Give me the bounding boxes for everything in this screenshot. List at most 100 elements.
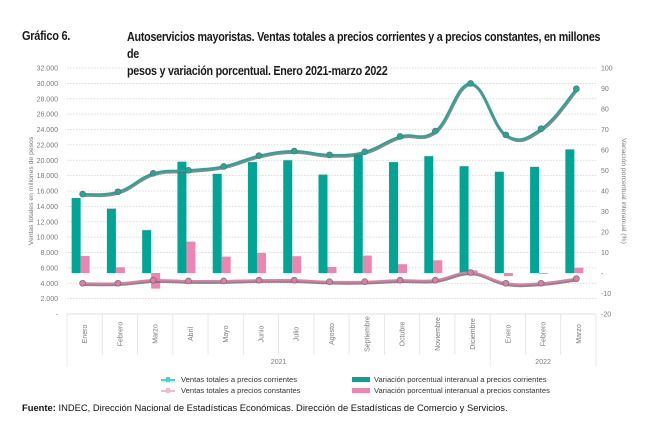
bar-variacion-corrientes bbox=[318, 174, 328, 273]
legend-swatch-constantes-bar bbox=[352, 388, 370, 393]
x-tick-label: Julio bbox=[294, 327, 301, 342]
line-ventas-constantes-point bbox=[79, 279, 86, 287]
bar-variacion-corrientes bbox=[177, 161, 187, 273]
bar-variacion-corrientes bbox=[389, 162, 399, 273]
bar-variacion-constantes bbox=[539, 273, 549, 274]
source-label: Fuente: bbox=[22, 402, 56, 413]
line-ventas-constantes-point bbox=[396, 276, 404, 284]
left-tick-label: 26.000 bbox=[37, 112, 59, 119]
right-tick-label: 60 bbox=[601, 148, 609, 155]
x-tick-label: Enero bbox=[82, 325, 89, 344]
line-ventas-constantes-point bbox=[431, 276, 439, 284]
line-ventas-constantes-point bbox=[185, 277, 192, 285]
source-text: INDEC, Dirección Nacional de Estadística… bbox=[55, 402, 508, 413]
left-tick-label: 6.000 bbox=[40, 265, 58, 272]
x-tick-label: Agosto bbox=[329, 323, 336, 345]
x-tick-label: Noviembre bbox=[435, 317, 442, 351]
line-ventas-corrientes-point bbox=[573, 85, 580, 93]
legend-item-corrientes-line: Ventas totales a precios corrientes bbox=[161, 374, 300, 385]
bar-variacion-corrientes bbox=[565, 149, 575, 273]
legend-label: Ventas totales a precios corrientes bbox=[181, 375, 298, 384]
line-ventas-corrientes-point bbox=[326, 151, 333, 159]
left-tick-label: 16.000 bbox=[37, 189, 59, 196]
line-ventas-corrientes-point bbox=[502, 131, 510, 139]
right-tick-label: 80 bbox=[601, 107, 609, 114]
left-tick-label: 28.000 bbox=[37, 96, 59, 103]
line-ventas-corrientes-point bbox=[79, 190, 86, 198]
x-tick-label: Junio bbox=[258, 326, 265, 343]
legend-label: Variación porcentual interanual a precio… bbox=[374, 386, 550, 395]
bar-variacion-corrientes bbox=[424, 156, 434, 273]
line-ventas-constantes-point bbox=[114, 279, 122, 287]
line-ventas-corrientes-point bbox=[114, 188, 122, 196]
right-tick-label: 90 bbox=[601, 86, 609, 93]
legend-bars: Variación porcentual interanual a precio… bbox=[352, 374, 550, 396]
right-axis-title: Variación porcentual interanual (%) bbox=[620, 138, 627, 244]
left-tick-label: 4.000 bbox=[40, 281, 58, 288]
bar-variacion-constantes bbox=[80, 255, 90, 273]
bar-variacion-constantes bbox=[221, 256, 231, 273]
legend-swatch-corrientes-line bbox=[161, 377, 175, 382]
legend-item-constantes-bar: Variación porcentual interanual a precio… bbox=[352, 385, 550, 396]
legend-item-corrientes-bar: Variación porcentual interanual a precio… bbox=[352, 374, 550, 385]
left-tick-label: 8.000 bbox=[40, 250, 58, 257]
line-series bbox=[79, 80, 580, 288]
bar-variacion-corrientes bbox=[106, 208, 116, 273]
bar-variacion-constantes bbox=[362, 255, 372, 273]
left-tick-label: 12.000 bbox=[37, 219, 59, 226]
bar-variacion-constantes bbox=[292, 256, 302, 273]
right-tick-label: 10 bbox=[601, 250, 609, 257]
x-tick-label: Marzo bbox=[153, 324, 160, 344]
right-tick-label: -10 bbox=[601, 291, 611, 298]
bar-variacion-corrientes bbox=[142, 230, 152, 273]
bar-variacion-constantes bbox=[186, 241, 196, 273]
bar-variacion-constantes bbox=[574, 267, 584, 273]
line-ventas-constantes-point bbox=[149, 276, 157, 284]
left-axis-title: Ventas totales en millones de pesos bbox=[28, 136, 35, 245]
left-tick-label: 18.000 bbox=[37, 173, 59, 180]
bar-variacion-corrientes bbox=[459, 166, 469, 273]
right-tick-label: 40 bbox=[601, 189, 609, 196]
chart-title-line-1: Autoservicios mayoristas. Ventas totales… bbox=[127, 30, 601, 61]
legend-item-constantes-line: Ventas totales a precios constantes bbox=[161, 385, 300, 396]
legend-swatch-constantes-line bbox=[161, 388, 175, 393]
legend-label: Ventas totales a precios constantes bbox=[181, 386, 301, 395]
x-tick-label: Abril bbox=[188, 327, 195, 341]
line-ventas-constantes-point bbox=[467, 269, 474, 276]
bar-variacion-corrientes bbox=[530, 166, 540, 273]
line-ventas-constantes-point bbox=[361, 278, 369, 286]
line-ventas-corrientes-point bbox=[290, 147, 298, 155]
line-ventas-corrientes-point bbox=[537, 125, 545, 133]
bar-variacion-corrientes bbox=[353, 154, 363, 273]
line-ventas-corrientes-point bbox=[255, 152, 263, 159]
x-axis: Enero Febrero Marzo Abril Mayo Junio Julio Agos… bbox=[66, 313, 597, 367]
bar-variacion-constantes bbox=[327, 266, 337, 273]
legend-lines: Ventas totales a precios corrientes Vent… bbox=[161, 374, 300, 396]
line-ventas-constantes-point bbox=[255, 276, 263, 284]
x-tick-label: Febrero bbox=[117, 322, 124, 347]
right-tick-label: -20 bbox=[601, 312, 611, 319]
x-tick-label: Septiembre bbox=[364, 316, 371, 352]
bar-variacion-corrientes bbox=[71, 197, 81, 273]
right-tick-label: 70 bbox=[601, 127, 609, 134]
line-ventas-constantes-point bbox=[573, 275, 580, 282]
line-ventas-constantes-point bbox=[502, 279, 510, 287]
x-tick-label: Enero bbox=[505, 325, 512, 344]
bar-variacion-corrientes bbox=[212, 173, 222, 273]
bar-variacion-constantes bbox=[398, 264, 408, 273]
bar-series bbox=[71, 149, 584, 289]
line-ventas-corrientes-point bbox=[467, 80, 474, 87]
line-ventas-constantes-point bbox=[537, 279, 545, 287]
x-tick-label: Febrero bbox=[541, 322, 548, 347]
chart-number: Gráfico 6. bbox=[22, 29, 71, 43]
chart-title-line-2: pesos y variación porcentual. Enero 2021… bbox=[127, 64, 388, 78]
chart-title: Autoservicios mayoristas. Ventas totales… bbox=[127, 29, 609, 80]
legend-swatch-corrientes-bar bbox=[352, 377, 370, 382]
bar-variacion-corrientes bbox=[247, 162, 257, 273]
left-tick-label: 2.000 bbox=[40, 296, 58, 303]
left-tick-label: 30.000 bbox=[37, 81, 59, 88]
line-ventas-constantes-point bbox=[326, 278, 333, 286]
right-tick-label: 30 bbox=[601, 209, 609, 216]
legend-label: Variación porcentual interanual a precio… bbox=[374, 375, 547, 384]
